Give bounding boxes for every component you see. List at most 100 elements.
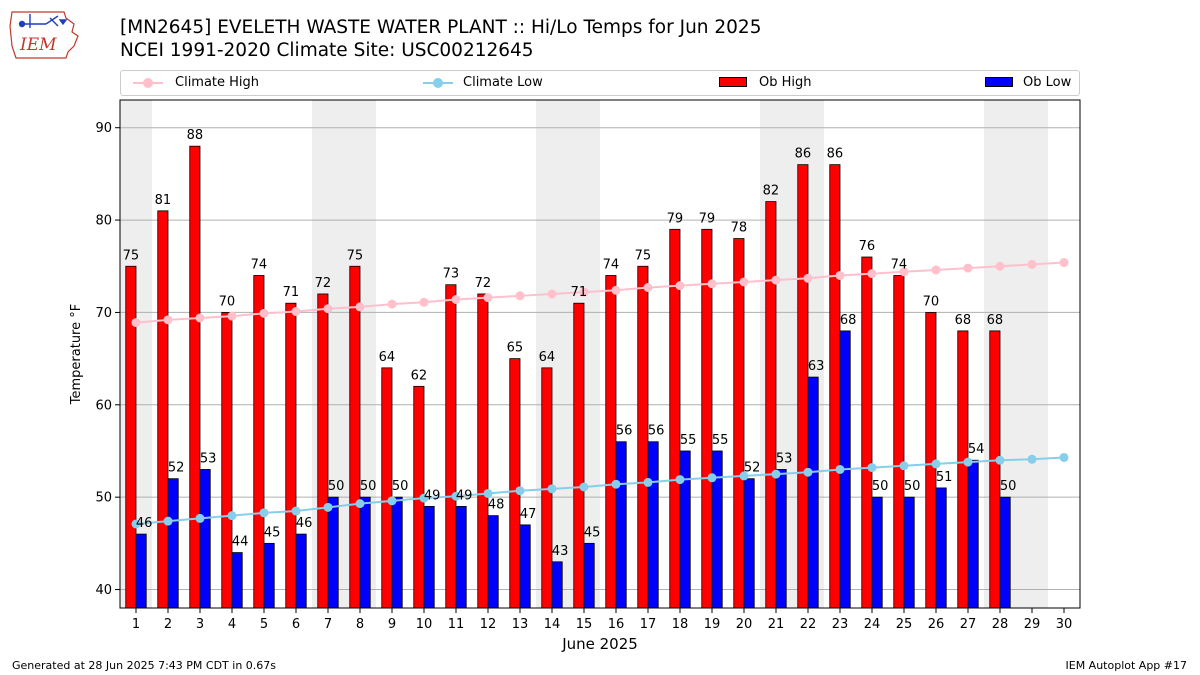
ob-low-bar bbox=[487, 515, 499, 609]
ob-low-value-label: 55 bbox=[712, 433, 729, 448]
y-tick-label: 70 bbox=[95, 306, 112, 321]
x-tick-label: 21 bbox=[768, 617, 785, 632]
chart-subtitle: NCEI 1991-2020 Climate Site: USC00212645 bbox=[120, 40, 534, 61]
ob-high-value-label: 74 bbox=[891, 257, 908, 272]
climate-low-point bbox=[1059, 452, 1069, 462]
climate-low-point bbox=[803, 467, 813, 477]
climate-low-line bbox=[135, 456, 1065, 525]
climate-low-point bbox=[387, 496, 397, 506]
ob-high-bar bbox=[317, 293, 329, 609]
x-tick-label: 16 bbox=[608, 617, 625, 632]
x-tick-label: 18 bbox=[672, 617, 689, 632]
ob-high-value-label: 88 bbox=[187, 128, 204, 143]
y-tick-label: 50 bbox=[95, 491, 112, 506]
ob-low-bar bbox=[583, 542, 595, 609]
legend-climate-high-label: Climate High bbox=[175, 75, 260, 90]
climate-high-point bbox=[835, 270, 845, 280]
ob-low-bar bbox=[551, 561, 563, 609]
ob-low-value-label: 46 bbox=[136, 516, 153, 531]
climate-high-point bbox=[675, 281, 685, 291]
climate-low-point bbox=[899, 461, 909, 471]
climate-low-point bbox=[195, 513, 205, 523]
climate-low-point bbox=[259, 508, 269, 518]
climate-high-point bbox=[963, 263, 973, 273]
ob-low-value-label: 49 bbox=[424, 488, 441, 503]
climate-low-point bbox=[771, 469, 781, 479]
ob-low-bar bbox=[807, 376, 819, 609]
ob-low-bar bbox=[871, 496, 883, 609]
ob-low-bar bbox=[519, 524, 531, 609]
x-tick-label: 10 bbox=[416, 617, 433, 632]
climate-high-point bbox=[387, 299, 397, 309]
climate-high-point bbox=[899, 267, 909, 277]
ob-high-bar bbox=[957, 330, 969, 609]
ob-low-bar bbox=[615, 441, 627, 609]
climate-high-point bbox=[483, 293, 493, 303]
ob-low-value-label: 52 bbox=[744, 461, 761, 476]
climate-low-point bbox=[515, 486, 525, 496]
chart-legend: Climate High Climate Low Ob High Ob Low bbox=[120, 70, 1080, 96]
ob-low-value-label: 55 bbox=[680, 433, 697, 448]
ob-low-bar bbox=[999, 496, 1011, 609]
weekend-band bbox=[1016, 100, 1048, 608]
ob-low-bar bbox=[903, 496, 915, 609]
ob-high-value-label: 86 bbox=[795, 147, 812, 162]
ob-high-bar bbox=[605, 275, 617, 609]
legend-climate-low-label: Climate Low bbox=[463, 75, 543, 90]
climate-low-point bbox=[227, 511, 237, 521]
ob-high-value-label: 70 bbox=[923, 294, 940, 309]
ob-high-value-label: 71 bbox=[283, 285, 300, 300]
weekend-band bbox=[344, 100, 376, 608]
x-tick-label: 23 bbox=[832, 617, 849, 632]
ob-high-value-label: 78 bbox=[731, 221, 748, 236]
ob-high-value-label: 70 bbox=[219, 294, 236, 309]
ob-low-bar bbox=[199, 469, 211, 609]
weekend-bands bbox=[120, 100, 1048, 608]
ob-high-value-label: 64 bbox=[379, 350, 396, 365]
climate-high-point bbox=[707, 279, 717, 289]
ob-low-value-label: 50 bbox=[360, 479, 377, 494]
x-tick-label: 2 bbox=[164, 617, 172, 632]
iowa-state-outline bbox=[9, 11, 79, 59]
ob-high-bar bbox=[989, 330, 1001, 609]
climate-high-point bbox=[995, 261, 1005, 271]
climate-high-point bbox=[547, 289, 557, 299]
ob-high-bar bbox=[541, 367, 553, 609]
ob-high-bar bbox=[797, 164, 809, 609]
x-tick-label: 17 bbox=[640, 617, 657, 632]
ob-low-bar bbox=[135, 533, 147, 609]
ob-high-swatch bbox=[719, 77, 747, 87]
ob-high-bar bbox=[413, 385, 425, 609]
climate-high-point bbox=[227, 311, 237, 321]
weekend-band bbox=[984, 100, 1016, 608]
weekend-band bbox=[312, 100, 344, 608]
ob-high-bar bbox=[893, 275, 905, 609]
ob-low-bar bbox=[775, 469, 787, 609]
ob-high-value-label: 81 bbox=[155, 193, 172, 208]
climate-high-point bbox=[643, 282, 653, 292]
x-tick-label: 25 bbox=[896, 617, 913, 632]
climate-high-point bbox=[803, 273, 813, 283]
ob-high-bar bbox=[253, 275, 265, 609]
ob-high-value-label: 76 bbox=[859, 239, 876, 254]
x-tick-label: 19 bbox=[704, 617, 721, 632]
ob-low-bar bbox=[327, 496, 339, 609]
ob-high-bar bbox=[221, 312, 233, 609]
logo-text: IEM bbox=[19, 35, 57, 55]
ob-high-value-label: 86 bbox=[827, 147, 844, 162]
climate-low-point bbox=[643, 477, 653, 487]
climate-high-point bbox=[323, 304, 333, 314]
climate-low-point bbox=[355, 499, 365, 509]
ob-low-value-label: 53 bbox=[200, 451, 217, 466]
x-tick-label: 30 bbox=[1056, 617, 1073, 632]
ob-high-value-label: 62 bbox=[411, 368, 428, 383]
x-tick-label: 1 bbox=[132, 617, 140, 632]
x-tick-label: 13 bbox=[512, 617, 529, 632]
ob-low-value-label: 50 bbox=[328, 479, 345, 494]
iem-logo: IEM bbox=[9, 11, 79, 59]
climate-low-point bbox=[963, 457, 973, 467]
climate-lines bbox=[131, 258, 1069, 529]
y-tick-label: 90 bbox=[95, 121, 112, 136]
ob-high-bar bbox=[637, 265, 649, 609]
